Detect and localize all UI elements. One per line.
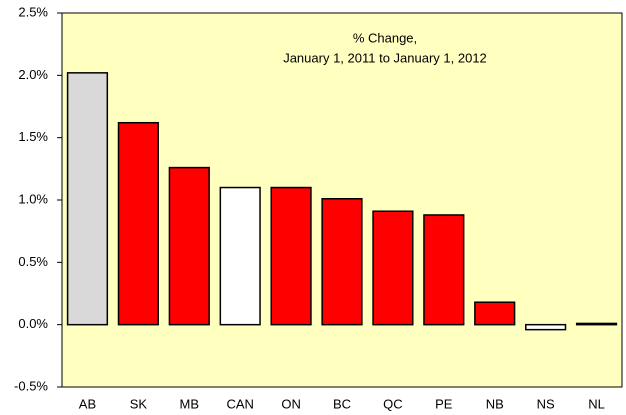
y-tick-label: 1.0% xyxy=(18,191,48,206)
x-tick-label: QC xyxy=(383,396,403,411)
y-tick-label: 0.5% xyxy=(18,254,48,269)
bar xyxy=(168,166,210,326)
bar xyxy=(270,186,312,326)
bar xyxy=(372,210,414,326)
bar xyxy=(219,186,261,326)
bar xyxy=(575,322,618,326)
x-tick-label: PE xyxy=(435,396,453,411)
x-tick-label: ON xyxy=(281,396,301,411)
y-tick-label: 0.0% xyxy=(18,316,48,331)
bar xyxy=(474,301,516,326)
x-tick-label: NL xyxy=(588,396,605,411)
x-tick-label: MB xyxy=(180,396,200,411)
bar xyxy=(525,323,567,331)
bar xyxy=(423,214,465,326)
y-tick-label: 2.0% xyxy=(18,67,48,82)
x-tick-label: BC xyxy=(333,396,351,411)
y-tick-label: 1.5% xyxy=(18,129,48,144)
bar xyxy=(117,121,159,326)
x-tick-label: CAN xyxy=(226,396,253,411)
x-tick-label: NS xyxy=(537,396,555,411)
bar xyxy=(66,72,109,326)
x-tick-label: SK xyxy=(130,396,148,411)
y-tick-label: 2.5% xyxy=(18,4,48,19)
y-tick-label: -0.5% xyxy=(14,378,48,393)
x-tick-label: AB xyxy=(79,396,96,411)
chart-subtitle: January 1, 2011 to January 1, 2012 xyxy=(283,50,487,65)
x-tick-label: NB xyxy=(486,396,504,411)
chart-title: % Change, xyxy=(353,30,417,45)
bar xyxy=(321,198,363,326)
